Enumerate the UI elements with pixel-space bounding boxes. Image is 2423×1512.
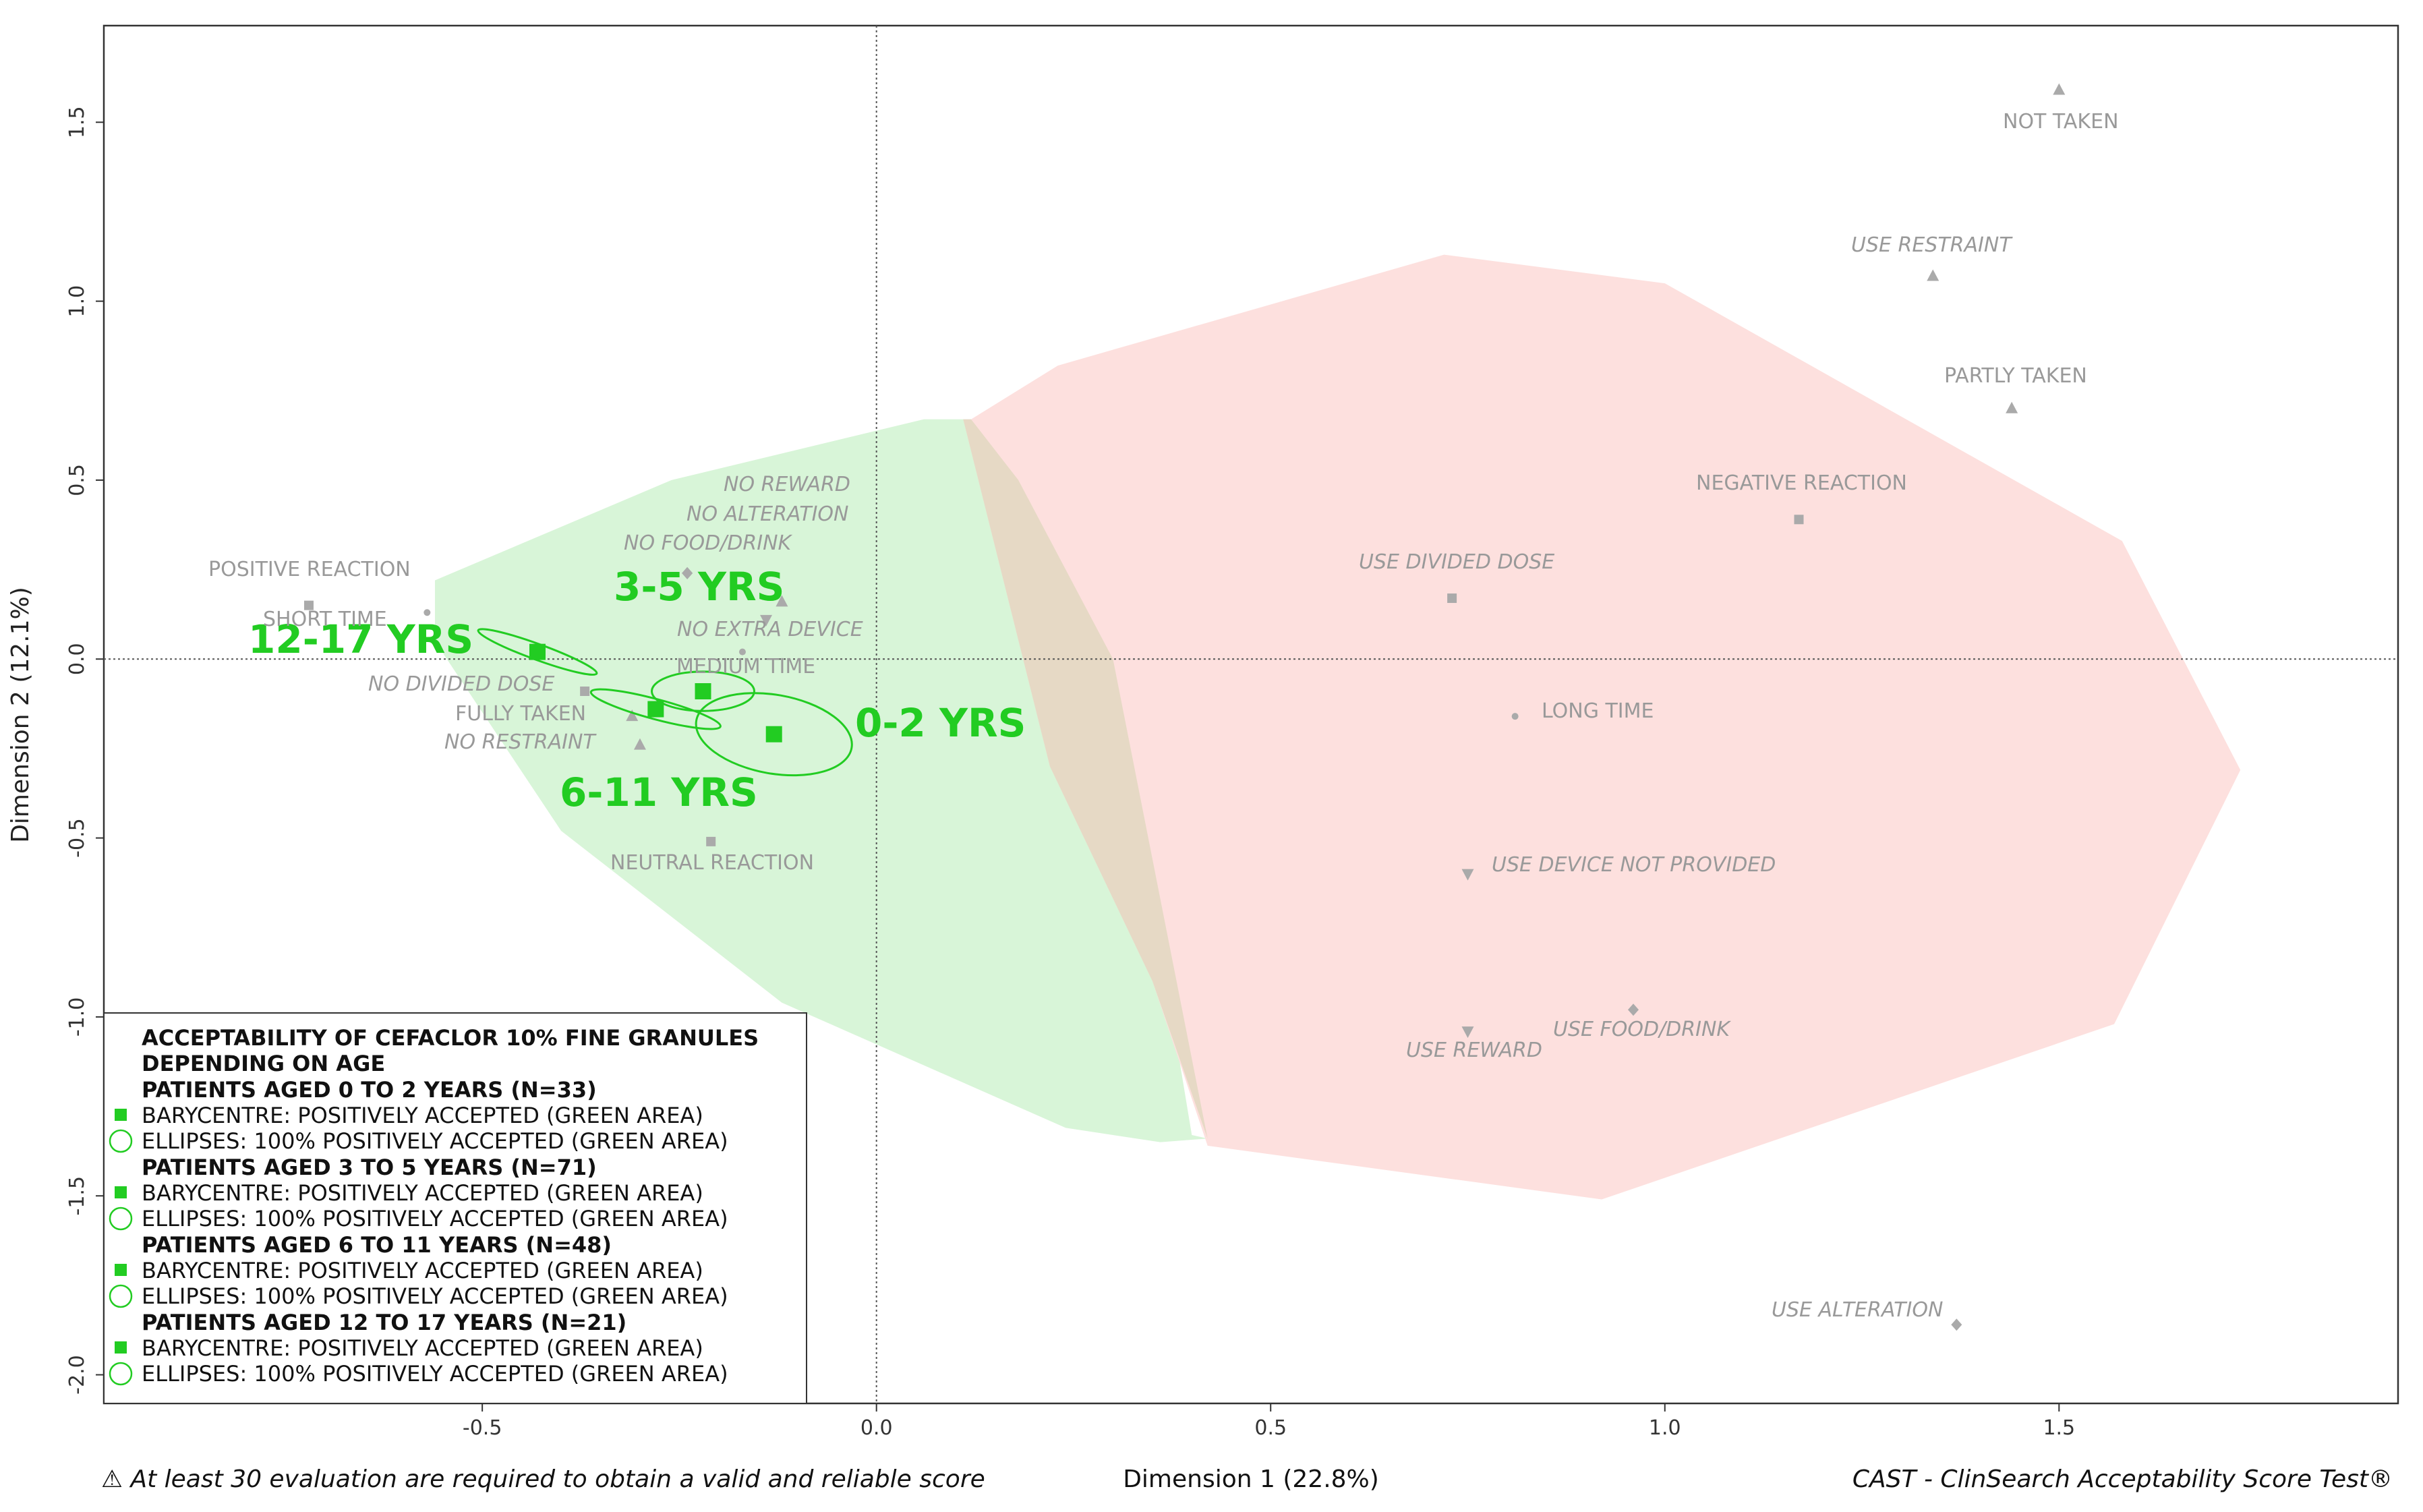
y-tick-label: -1.0 bbox=[65, 997, 89, 1037]
ellipse-0-2-yrs bbox=[695, 692, 853, 777]
x-tick-label: 0.0 bbox=[860, 1416, 893, 1440]
legend-barycentre-marker bbox=[115, 1109, 127, 1121]
marker-not-taken bbox=[2053, 83, 2066, 95]
legend-heading-3-5: PATIENTS AGED 3 TO 5 YEARS (N=71) bbox=[142, 1155, 597, 1180]
marker-use-reward bbox=[1461, 1026, 1474, 1039]
legend-ellipses-text: ELLIPSES: 100% POSITIVELY ACCEPTED (GREE… bbox=[142, 1283, 728, 1309]
legend-barycentre-marker bbox=[115, 1341, 127, 1354]
barycentre-6-11-yrs bbox=[647, 701, 664, 718]
legend-ellipses-text: ELLIPSES: 100% POSITIVELY ACCEPTED (GREE… bbox=[142, 1128, 728, 1154]
label-use-device-not-provided: USE DEVICE NOT PROVIDED bbox=[1492, 853, 1776, 877]
barycentre-12-17-yrs bbox=[529, 643, 546, 660]
label-use-reward: USE REWARD bbox=[1406, 1039, 1542, 1062]
label-short-time: SHORT TIME bbox=[263, 608, 387, 631]
legend-title-line-1: ACCEPTABILITY OF CEFACLOR 10% FINE GRANU… bbox=[142, 1025, 759, 1051]
label-no-alteration: NO ALTERATION bbox=[687, 502, 848, 526]
y-tick-label: -2.0 bbox=[65, 1355, 89, 1395]
marker-use-alteration bbox=[1951, 1318, 1962, 1331]
label-use-food-drink: USE FOOD/DRINK bbox=[1553, 1018, 1731, 1041]
y-tick-label: 0.5 bbox=[65, 464, 89, 496]
barycentre-3-5-yrs bbox=[695, 683, 711, 700]
marker-use-food-drink bbox=[1628, 1004, 1639, 1016]
x-tick-label: 1.0 bbox=[1649, 1416, 1681, 1440]
marker-use-divided-dose bbox=[1447, 593, 1457, 604]
legend-barycentre-text: BARYCENTRE: POSITIVELY ACCEPTED (GREEN A… bbox=[142, 1103, 703, 1128]
red-area bbox=[963, 254, 2241, 1200]
label-no-food-drink: NO FOOD/DRINK bbox=[624, 531, 793, 555]
legend-ellipses-text: ELLIPSES: 100% POSITIVELY ACCEPTED (GREE… bbox=[142, 1206, 728, 1231]
marker-fully-taken bbox=[626, 709, 639, 722]
footer-credit: CAST - ClinSearch Acceptability Score Te… bbox=[1852, 1465, 2393, 1493]
label-no-reward: NO REWARD bbox=[724, 473, 850, 496]
marker-no-divided-dose bbox=[580, 687, 590, 697]
legend-ellipse-marker bbox=[109, 1284, 133, 1308]
marker-short-time bbox=[424, 609, 431, 616]
label-no-extra-device: NO EXTRA DEVICE bbox=[677, 618, 863, 641]
legend-ellipse-marker bbox=[109, 1129, 133, 1153]
label-neutral-reaction: NEUTRAL REACTION bbox=[610, 851, 814, 875]
legend-ellipse-marker bbox=[109, 1362, 133, 1386]
y-axis-title: Dimension 2 (12.1%) bbox=[7, 587, 34, 843]
marker-no-restraint bbox=[633, 738, 646, 750]
y-tick-label: 0.0 bbox=[65, 643, 89, 675]
label-use-restraint: USE RESTRAINT bbox=[1851, 233, 2013, 257]
marker-long-time bbox=[1511, 713, 1519, 720]
label-positive-reaction: POSITIVE REACTION bbox=[208, 558, 411, 581]
legend-title-line-2: DEPENDING ON AGE bbox=[142, 1051, 385, 1076]
legend-barycentre-text: BARYCENTRE: POSITIVELY ACCEPTED (GREEN A… bbox=[142, 1180, 703, 1206]
legend-barycentre-text: BARYCENTRE: POSITIVELY ACCEPTED (GREEN A… bbox=[142, 1258, 703, 1283]
label-partly-taken: PARTLY TAKEN bbox=[1944, 364, 2087, 388]
ellipse-3-5-yrs bbox=[651, 670, 755, 712]
marker-positive-reaction bbox=[303, 600, 314, 610]
marker-partly-taken bbox=[2006, 401, 2018, 413]
marker-use-device-not-provided bbox=[1461, 869, 1474, 881]
legend-box bbox=[103, 1012, 807, 1404]
label-no-restraint: NO RESTRAINT bbox=[444, 730, 597, 754]
legend-ellipses-text: ELLIPSES: 100% POSITIVELY ACCEPTED (GREE… bbox=[142, 1361, 728, 1387]
marker-neutral-reaction bbox=[706, 836, 716, 846]
ellipse-6-11-yrs bbox=[589, 688, 722, 730]
marker-negative-reaction bbox=[1794, 515, 1804, 525]
y-tick-label: -0.5 bbox=[65, 818, 89, 858]
x-axis-title: Dimension 1 (22.8%) bbox=[1123, 1465, 1379, 1493]
legend-barycentre-marker bbox=[115, 1186, 127, 1198]
y-tick-label: 1.5 bbox=[65, 106, 89, 138]
y-tick-label: 1.0 bbox=[65, 285, 89, 318]
legend-ellipse-marker bbox=[109, 1206, 133, 1231]
group-label-3-5: 3-5 YRS bbox=[614, 564, 784, 610]
marker-no-reward bbox=[776, 595, 788, 607]
legend-heading-0-2: PATIENTS AGED 0 TO 2 YEARS (N=33) bbox=[142, 1077, 597, 1103]
legend-heading-12-17: PATIENTS AGED 12 TO 17 YEARS (N=21) bbox=[142, 1310, 626, 1335]
marker-no-food-drink bbox=[682, 566, 693, 579]
group-label-6-11: 6-11 YRS bbox=[560, 769, 758, 815]
label-use-alteration: USE ALTERATION bbox=[1772, 1298, 1943, 1322]
plot-frame bbox=[103, 24, 2399, 1405]
label-medium-time: MEDIUM TIME bbox=[676, 655, 815, 678]
legend-barycentre-text: BARYCENTRE: POSITIVELY ACCEPTED (GREEN A… bbox=[142, 1335, 703, 1361]
label-no-divided-dose: NO DIVIDED DOSE bbox=[368, 672, 554, 696]
barycentre-0-2-yrs bbox=[765, 726, 782, 743]
marker-medium-time bbox=[738, 648, 746, 656]
overlap-area bbox=[963, 419, 1208, 1139]
marker-use-restraint bbox=[1927, 269, 1939, 281]
label-not-taken: NOT TAKEN bbox=[2003, 110, 2119, 134]
label-use-divided-dose: USE DIVIDED DOSE bbox=[1359, 550, 1554, 574]
marker-no-extra-device bbox=[760, 614, 773, 627]
legend: ACCEPTABILITY OF CEFACLOR 10% FINE GRANU… bbox=[103, 1012, 807, 1404]
label-long-time: LONG TIME bbox=[1542, 699, 1654, 723]
x-tick-label: -0.5 bbox=[463, 1416, 502, 1440]
label-fully-taken: FULLY TAKEN bbox=[455, 702, 586, 726]
group-label-0-2: 0-2 YRS bbox=[855, 700, 1026, 746]
footer-warning: ⚠ At least 30 evaluation are required to… bbox=[101, 1465, 985, 1493]
x-tick-label: 1.5 bbox=[2043, 1416, 2075, 1440]
y-tick-label: -1.5 bbox=[65, 1176, 89, 1216]
legend-heading-6-11: PATIENTS AGED 6 TO 11 YEARS (N=48) bbox=[142, 1232, 612, 1258]
x-tick-label: 0.5 bbox=[1254, 1416, 1287, 1440]
legend-barycentre-marker bbox=[115, 1264, 127, 1276]
group-label-12-17: 12-17 YRS bbox=[248, 616, 473, 662]
label-negative-reaction: NEGATIVE REACTION bbox=[1696, 471, 1907, 495]
